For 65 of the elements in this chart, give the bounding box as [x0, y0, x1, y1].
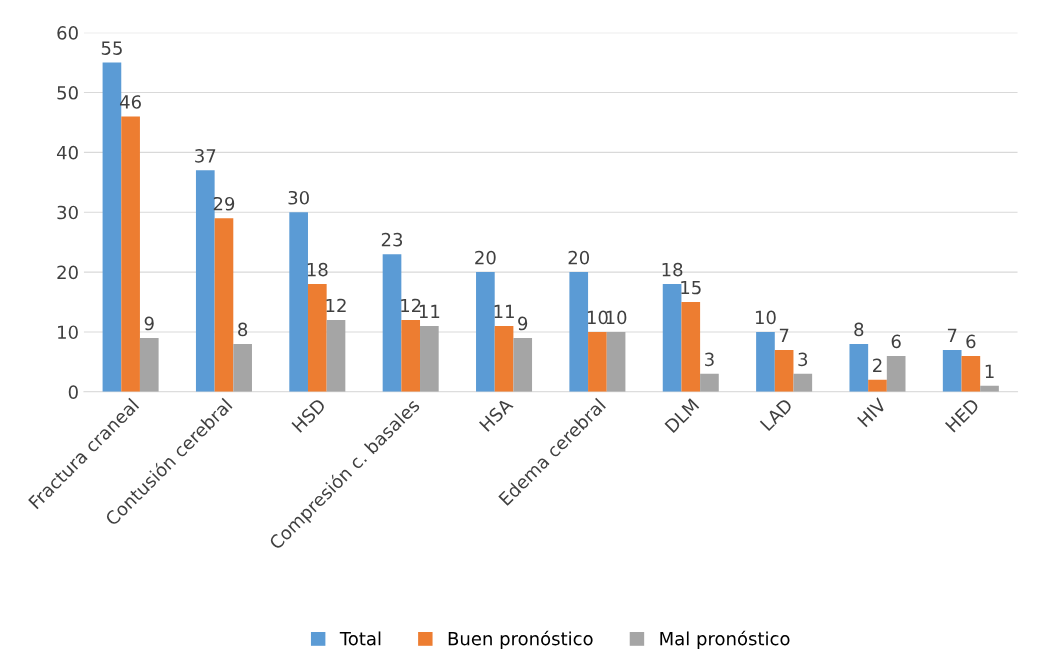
- bar: [382, 254, 402, 392]
- data-label: 3: [798, 352, 808, 367]
- data-label: 11: [419, 304, 440, 319]
- data-label: 18: [662, 262, 683, 277]
- bar: [942, 349, 962, 392]
- data-label: 9: [518, 316, 528, 331]
- y-tick-label: 20: [57, 265, 78, 280]
- legend-label: Mal pronóstico: [660, 630, 790, 649]
- bar: [700, 373, 719, 392]
- bar: [476, 272, 495, 392]
- bar: [681, 302, 701, 392]
- bar: [233, 343, 252, 392]
- bar: [868, 379, 887, 392]
- bar: [849, 343, 869, 392]
- bar: [756, 331, 775, 392]
- legend-label: Buen pronóstico: [448, 630, 593, 649]
- bar: [588, 331, 607, 392]
- data-label: 7: [947, 328, 957, 342]
- y-tick-label: 0: [68, 385, 78, 399]
- data-label: 23: [381, 232, 403, 247]
- bar: [307, 284, 327, 392]
- data-label: 8: [238, 322, 248, 337]
- x-tick-label: HIV: [857, 397, 888, 428]
- bar: [121, 116, 140, 392]
- bar: [886, 355, 906, 392]
- bar: [289, 212, 308, 392]
- legend-label: Total: [339, 631, 381, 646]
- data-label: 12: [401, 298, 421, 313]
- data-label: 9: [144, 316, 154, 331]
- y-tick-label: 60: [57, 26, 78, 40]
- y-tick-label: 30: [57, 205, 78, 220]
- y-tick-label: 50: [57, 85, 78, 100]
- bar: [494, 325, 514, 392]
- data-label: 6: [966, 334, 976, 349]
- bar: [961, 355, 981, 392]
- bar: [513, 337, 533, 392]
- data-label: 3: [705, 352, 714, 367]
- data-label: 1: [985, 364, 994, 378]
- data-label: 7: [779, 328, 789, 342]
- bar: [569, 272, 589, 392]
- data-label: 37: [195, 149, 216, 163]
- bar: [774, 349, 794, 392]
- data-label: 20: [568, 250, 590, 265]
- data-label: 10: [587, 310, 608, 325]
- bar: [793, 373, 813, 392]
- bar: [139, 337, 159, 392]
- bar: [102, 62, 122, 392]
- data-label: 6: [891, 334, 901, 349]
- bar: [401, 319, 421, 392]
- data-label: 10: [755, 310, 776, 325]
- data-label: 10: [606, 310, 627, 325]
- bar: [606, 331, 626, 392]
- data-label: 20: [475, 250, 496, 265]
- bar: [214, 218, 234, 392]
- bar: [195, 170, 215, 392]
- y-tick-label: 10: [58, 325, 78, 340]
- bar: [326, 319, 346, 392]
- y-tick-label: 40: [56, 145, 78, 160]
- data-label: 30: [288, 190, 309, 205]
- bar: [420, 325, 439, 392]
- bar: [662, 284, 682, 392]
- data-label: 55: [101, 41, 122, 55]
- data-label: 8: [854, 322, 864, 337]
- data-label: 15: [681, 280, 701, 295]
- data-label: 2: [873, 358, 882, 372]
